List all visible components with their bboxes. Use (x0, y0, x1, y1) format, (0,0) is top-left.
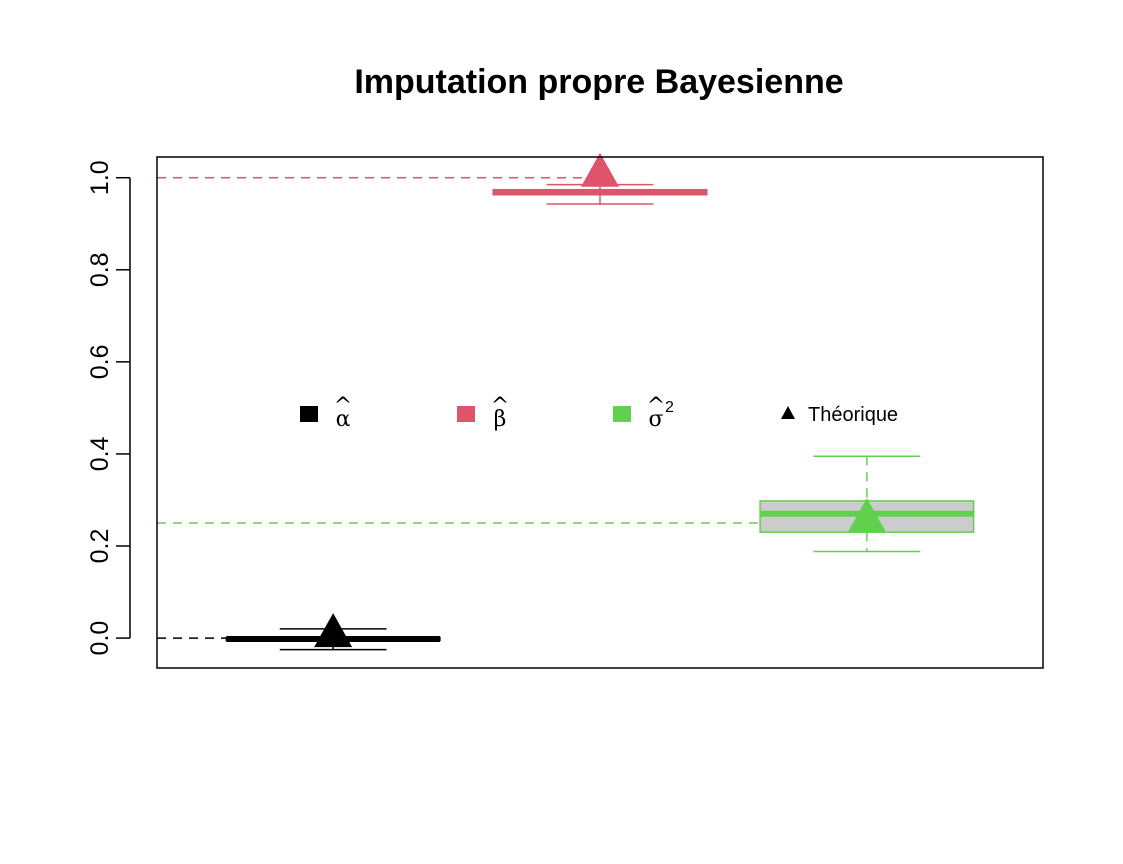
legend: ^α^β^σ 2 Théorique (300, 394, 898, 432)
y-tick-label: 0.2 (86, 529, 114, 564)
theoretical-reference-lines (157, 176, 867, 639)
legend-hat: ^ (491, 394, 509, 419)
legend-hat: ^ (647, 394, 665, 419)
boxes (225, 152, 975, 651)
legend-theoretical-label: Théorique (808, 404, 898, 426)
theoretical-point (314, 613, 353, 648)
legend-hat: ^ (334, 394, 352, 419)
theoretical-point (581, 152, 619, 187)
box-group-3 (759, 455, 975, 553)
legend-symbol: α (336, 407, 351, 432)
chart-title: Imputation propre Bayesienne (354, 63, 843, 101)
y-tick-label: 0.4 (86, 436, 114, 471)
legend-swatch (613, 406, 631, 422)
y-tick-label: 0.0 (86, 621, 114, 656)
legend-symbol: σ (648, 407, 663, 432)
y-tick-label: 0.6 (86, 344, 114, 379)
theoretical-point (847, 497, 886, 532)
box-group-1 (225, 613, 441, 651)
y-tick-label: 1.0 (86, 160, 114, 195)
legend-theoretical-marker (781, 406, 795, 419)
box-group-2 (492, 152, 708, 205)
legend-swatch (300, 406, 318, 422)
legend-symbol: β (494, 407, 507, 432)
y-tick-label: 0.8 (86, 252, 114, 287)
legend-swatch (457, 406, 475, 422)
legend-superscript: 2 (665, 399, 674, 416)
y-axis: 0.0 0.2 0.4 0.6 0.8 1.0 (86, 160, 131, 656)
plot-frame (156, 156, 1044, 669)
